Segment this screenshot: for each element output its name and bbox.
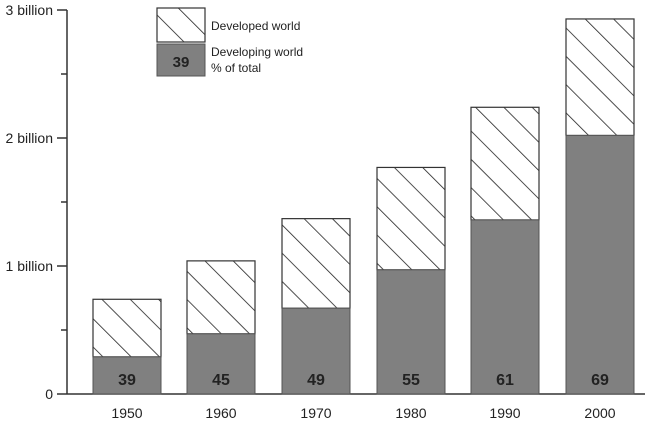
y-tick-label: 0: [45, 386, 53, 402]
x-tick-label: 1960: [205, 405, 236, 421]
pct-label-1970: 49: [307, 372, 325, 389]
axes: 0 1 billion 2 billion 3 billion 1950 1960 1970…: [6, 2, 645, 421]
bar-developed-1960: [186, 260, 256, 335]
bar-developed-2000: [565, 18, 635, 137]
bar-developing-1960: [186, 333, 256, 395]
legend-label-developing: Developing world: [211, 45, 303, 59]
bar-developing-1970: [281, 307, 351, 395]
y-tick-label: 1 billion: [6, 258, 53, 274]
y-tick-label: 3 billion: [6, 2, 53, 18]
pct-label-1950: 39: [118, 372, 136, 389]
bar-developing-1980: [376, 269, 446, 395]
bars: 39 45 49 55 61 69: [92, 18, 635, 395]
bar-developing-1950: [92, 356, 162, 395]
y-tick-label: 2 billion: [6, 130, 53, 146]
legend-label-pct: % of total: [211, 61, 261, 75]
x-tick-label: 2000: [584, 405, 615, 421]
legend-swatch-developing: [156, 43, 206, 77]
x-tick-label: 1970: [300, 405, 331, 421]
legend-swatch-developed: [156, 7, 206, 43]
pct-label-2000: 69: [591, 372, 609, 389]
legend-label-developed: Developed world: [211, 19, 300, 33]
x-tick-label: 1990: [489, 405, 520, 421]
pct-label-1960: 45: [212, 372, 230, 389]
bar-developed-1950: [92, 298, 162, 358]
pct-label-1980: 55: [402, 372, 420, 389]
legend-sample-value: 39: [173, 54, 190, 71]
bar-developing-1990: [470, 219, 540, 395]
legend: Developed world 39 Developing world % of to…: [156, 7, 303, 77]
x-tick-label: 1980: [395, 405, 426, 421]
bar-developing-2000: [565, 134, 635, 395]
bar-developed-1980: [376, 166, 446, 271]
x-tick-label: 1950: [111, 405, 142, 421]
pct-label-1990: 61: [496, 372, 514, 389]
bar-developed-1990: [470, 106, 540, 221]
bar-developed-1970: [281, 218, 351, 309]
